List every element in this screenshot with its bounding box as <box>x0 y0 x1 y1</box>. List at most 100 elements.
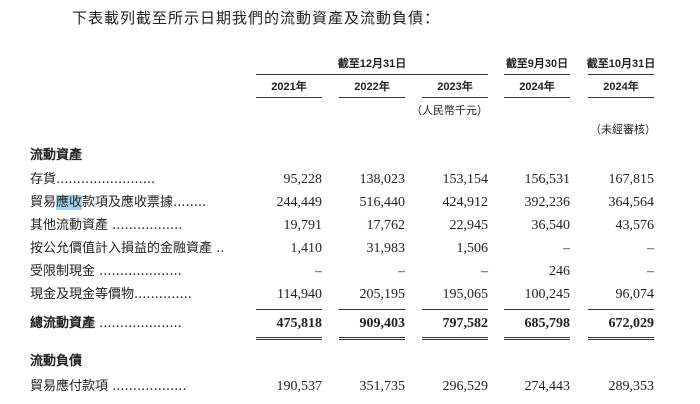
year-rule <box>339 97 405 98</box>
cell: 22,945 <box>449 218 489 233</box>
leader-dots: .. <box>212 241 225 256</box>
cell: 100,245 <box>524 287 571 302</box>
year-header: 2024年 <box>603 81 639 93</box>
label-text: 現金及現金等價物 <box>30 287 135 302</box>
cell: 685,798 <box>524 316 571 331</box>
cell: 672,029 <box>608 316 655 331</box>
table-row: 其他流動資產 ................. 19,791 17,762 2… <box>0 216 700 236</box>
current-liabilities-heading: 流動負債 <box>30 354 83 369</box>
cell: – <box>563 241 570 256</box>
cell: 43,576 <box>615 218 655 233</box>
cell: – <box>647 241 654 256</box>
year-header: 2022年 <box>354 81 390 93</box>
cell: 156,531 <box>524 172 571 187</box>
leader-dots: .................... <box>95 316 182 331</box>
table-row: 現金及現金等價物.............. 114,940 205,195 1… <box>0 285 700 305</box>
leader-dots: .................. <box>108 379 187 394</box>
highlighted-text: 應收 <box>56 195 83 210</box>
subtotal-rule <box>588 309 654 310</box>
intro-text: 下表載列截至所示日期我們的流動資產及流動負債： <box>72 9 441 27</box>
cell: 246 <box>549 264 570 279</box>
total-double-rule <box>256 337 322 340</box>
subtotal-rule <box>422 309 488 310</box>
leader-dots: ........ <box>173 195 207 210</box>
unit-note: （人民幣千元） <box>411 105 488 117</box>
cell: 205,195 <box>359 287 406 302</box>
cell: 797,582 <box>442 316 489 331</box>
year-rule <box>422 97 488 98</box>
year-rule <box>504 97 570 98</box>
current-assets-heading: 流動資產 <box>30 148 83 163</box>
label-text: 其他流動資產 <box>30 218 109 233</box>
leader-dots: .............. <box>134 287 192 302</box>
table-row: 存貨........................ 95,228 138,02… <box>0 170 700 190</box>
cell: 195,065 <box>442 287 489 302</box>
cell: 153,154 <box>442 172 489 187</box>
header-rule <box>256 74 488 75</box>
table-row: 受限制現金 .................... – – – 246 – <box>0 262 700 282</box>
label-text: 貿易應付款項 <box>30 379 109 394</box>
cell: 19,791 <box>283 218 323 233</box>
cell: – <box>481 264 488 279</box>
cell: 138,023 <box>359 172 406 187</box>
section-heading: 流動資產 <box>0 146 700 166</box>
cell: 190,537 <box>276 379 323 394</box>
cell: – <box>647 264 654 279</box>
cell: 296,529 <box>442 379 489 394</box>
cell: 96,074 <box>615 287 655 302</box>
header-rule <box>588 74 654 75</box>
subtotal-rule <box>504 309 570 310</box>
cell: 244,449 <box>276 195 323 210</box>
section-heading: 流動負債 <box>0 352 700 372</box>
row-label: 總流動資產 .................... <box>30 314 182 334</box>
cell: 424,912 <box>442 195 489 210</box>
cell: 167,815 <box>608 172 655 187</box>
year-header: 2023年 <box>437 81 473 93</box>
year-rule <box>256 97 322 98</box>
row-label: 其他流動資產 ................. <box>30 216 182 236</box>
subtotal-rule <box>339 309 405 310</box>
leader-dots: .................... <box>95 264 182 279</box>
leader-dots: ................. <box>108 218 183 233</box>
total-double-rule <box>588 337 654 340</box>
cell: – <box>398 264 405 279</box>
cell: 364,564 <box>608 195 655 210</box>
cell: 31,983 <box>366 241 406 256</box>
cell: 36,540 <box>531 218 571 233</box>
row-label: 貿易應付款項 .................. <box>30 377 187 397</box>
table-row: 貿易應付款項 .................. 190,537 351,73… <box>0 377 700 397</box>
header-group-sep30: 截至9月30日 <box>505 58 569 70</box>
row-label: 貿易應收款項及應收票據........ <box>30 193 206 213</box>
table-row: 貿易應收款項及應收票據........ 244,449 516,440 424,… <box>0 193 700 213</box>
year-header: 2021年 <box>271 81 307 93</box>
label-text: 總流動資產 <box>30 316 96 331</box>
label-text: 貿易 <box>30 195 57 210</box>
total-double-rule <box>422 337 488 340</box>
cell: – <box>315 264 322 279</box>
row-label: 按公允價值計入損益的金融資產 .. <box>30 239 224 259</box>
cell: 392,236 <box>524 195 571 210</box>
cell: 1,410 <box>290 241 323 256</box>
cell: 289,353 <box>608 379 655 394</box>
label-text: 款項及應收票據 <box>82 195 174 210</box>
cell: 17,762 <box>366 218 406 233</box>
row-label: 現金及現金等價物.............. <box>30 285 192 305</box>
year-rule <box>588 97 654 98</box>
table-row: 按公允價值計入損益的金融資產 .. 1,410 31,983 1,506 – – <box>0 239 700 259</box>
cell: 95,228 <box>283 172 323 187</box>
label-text: 受限制現金 <box>30 264 96 279</box>
cell: 516,440 <box>359 195 406 210</box>
unaudited-note: （未經審核） <box>590 124 656 136</box>
label-text: 存貨 <box>30 172 57 187</box>
row-label: 存貨........................ <box>30 170 155 190</box>
year-header: 2024年 <box>519 81 555 93</box>
header-rule <box>504 74 570 75</box>
cell: 475,818 <box>276 316 323 331</box>
subtotal-rule <box>256 309 322 310</box>
cell: 274,443 <box>524 379 571 394</box>
label-text: 按公允價值計入損益的金融資產 <box>30 241 213 256</box>
header-group-dec31: 截至12月31日 <box>337 58 407 70</box>
cell: 1,506 <box>456 241 489 256</box>
total-double-rule <box>504 337 570 340</box>
